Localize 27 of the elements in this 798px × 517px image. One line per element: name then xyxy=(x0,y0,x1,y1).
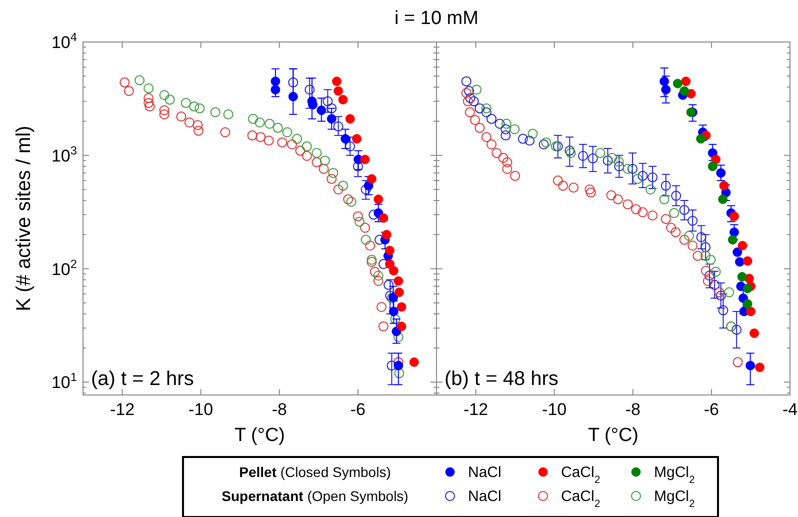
y-tick-label: 10$^{1}$ xyxy=(51,370,78,392)
legend-label: NaCl xyxy=(468,488,502,505)
text: Pellet (Closed Symbols) xyxy=(239,464,391,480)
x-axis-title: T (°C) xyxy=(234,425,286,446)
annotation: (b) t = 48 hrs xyxy=(444,368,558,390)
y-axis-title: K (# active sites / ml) xyxy=(13,126,35,312)
legend-label: CaCl$_{2}$ xyxy=(561,488,600,510)
x-tick-label: -10 xyxy=(188,400,214,419)
x-tick-label: -10 xyxy=(542,400,567,419)
x-tick-label: -6 xyxy=(350,400,366,419)
x-tick-label: -4 xyxy=(782,400,798,419)
legend-label: CaCl$_{2}$ xyxy=(561,464,600,486)
x-tick-label: -8 xyxy=(625,400,640,419)
x-tick-label: -8 xyxy=(272,400,287,419)
y-tick-label: 10$^{3}$ xyxy=(51,143,78,166)
annotation: (a) t = 2 hrs xyxy=(91,368,194,390)
text: Supernatant (Open Symbols) xyxy=(222,488,408,504)
legend-label: NaCl xyxy=(468,464,502,481)
y-tick-label: 10$^{2}$ xyxy=(51,256,78,279)
y-tick-label: 10$^{4}$ xyxy=(51,30,78,52)
legend-label: MgCl$_{2}$ xyxy=(654,488,696,510)
x-axis-title: T (°C) xyxy=(588,425,639,446)
x-tick-label: -12 xyxy=(110,400,135,419)
legend-label: MgCl$_{2}$ xyxy=(654,464,696,486)
x-tick-label: -6 xyxy=(704,400,720,419)
x-tick-label: -12 xyxy=(463,400,488,419)
chart-title: i = 10 mM xyxy=(394,8,478,29)
